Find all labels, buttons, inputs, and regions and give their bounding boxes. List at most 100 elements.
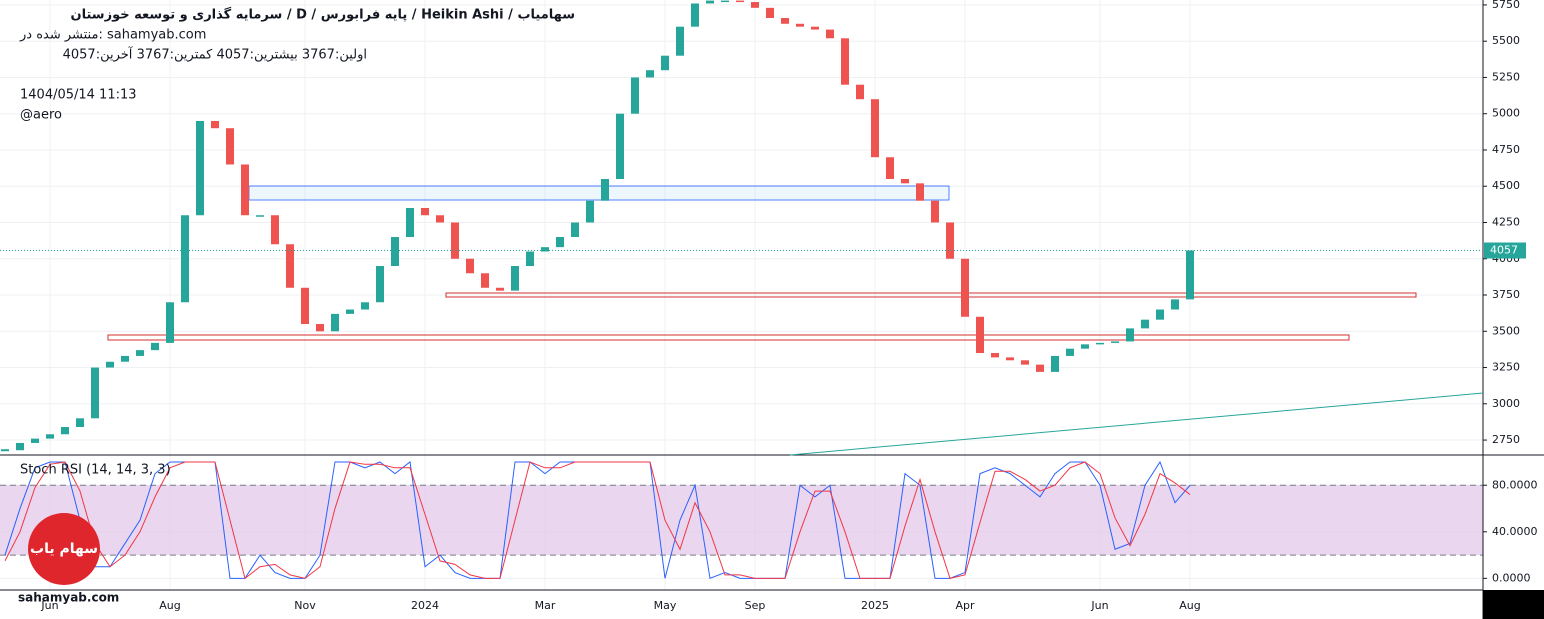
candle	[391, 237, 399, 267]
candle	[1051, 355, 1059, 372]
last-price-label: 4057	[1490, 243, 1518, 256]
x-tick-label: Jun	[1090, 599, 1108, 612]
x-tick-label: Mar	[535, 599, 556, 612]
y-tick-label: 3750	[1492, 288, 1520, 301]
candle	[226, 128, 234, 165]
datetime: 1404/05/14 11:13	[20, 88, 137, 103]
x-tick-label: Aug	[1179, 599, 1200, 612]
x-tick-label: Jun	[40, 599, 58, 612]
candle	[856, 84, 864, 100]
zone-box	[107, 334, 1350, 341]
candle	[331, 313, 339, 332]
candle	[76, 418, 84, 428]
candle	[1171, 299, 1179, 310]
candle	[46, 434, 54, 439]
candle	[706, 0, 714, 4]
candle	[436, 215, 444, 223]
band	[0, 485, 1483, 556]
candle	[151, 342, 159, 351]
candle	[286, 244, 294, 288]
candle	[511, 266, 519, 291]
candle	[556, 237, 564, 248]
candle	[796, 23, 804, 27]
logo-text: سهام یاب	[30, 541, 98, 557]
y-tick-label: 4750	[1492, 143, 1520, 156]
zone-box	[248, 185, 950, 201]
candle	[871, 99, 879, 158]
candle	[106, 361, 114, 368]
y-tick-label: 2750	[1492, 433, 1520, 446]
candle	[196, 120, 204, 216]
y-tick-label: 5000	[1492, 107, 1520, 120]
stats: اولین:3767 بیشترین:4057 کمترین:3767 آخری…	[63, 46, 367, 63]
candle	[616, 113, 624, 179]
candle	[736, 0, 744, 3]
y-tick-label: 4250	[1492, 215, 1520, 228]
candle	[136, 350, 144, 356]
y-tick-label: 5750	[1492, 0, 1520, 11]
trend-line	[789, 392, 1484, 456]
candle	[631, 77, 639, 114]
candle	[256, 215, 264, 217]
candle	[361, 302, 369, 310]
candle	[376, 266, 384, 303]
x-tick-label: 2024	[411, 599, 439, 612]
candle	[1006, 357, 1014, 361]
candle	[241, 164, 249, 216]
candle	[541, 247, 549, 252]
candle	[886, 157, 894, 179]
candle	[211, 120, 219, 129]
candle	[61, 427, 69, 435]
footer: sahamyab.com	[18, 591, 119, 605]
candle	[526, 251, 534, 267]
candle	[946, 222, 954, 259]
candle	[451, 222, 459, 259]
y-tick-label: 40.0000	[1492, 525, 1538, 538]
candle	[481, 273, 489, 288]
y-tick-label: 80.0000	[1492, 478, 1538, 491]
candle	[826, 29, 834, 39]
logo	[28, 513, 100, 585]
marks-layer	[0, 0, 1483, 580]
candle	[166, 302, 174, 343]
x-tick-label: Aug	[159, 599, 180, 612]
last-price-tag	[1484, 242, 1526, 259]
x-tick-label: Apr	[955, 599, 975, 612]
candle	[121, 355, 129, 362]
candle	[1021, 360, 1029, 365]
y-tick-label: 3000	[1492, 397, 1520, 410]
y-tick-label: 5500	[1492, 34, 1520, 47]
candle	[1096, 342, 1104, 345]
candle	[1036, 364, 1044, 372]
grid-layer	[0, 0, 1483, 590]
candle	[691, 3, 699, 27]
candle	[181, 215, 189, 303]
candle	[421, 207, 429, 216]
candle	[1186, 250, 1194, 300]
candle	[571, 222, 579, 238]
candle	[676, 26, 684, 56]
candle	[811, 26, 819, 30]
candle	[661, 55, 669, 71]
candle	[976, 316, 984, 354]
candle	[16, 442, 24, 451]
y-tick-label: 3250	[1492, 361, 1520, 374]
zone-box	[445, 292, 1417, 298]
candle	[406, 207, 414, 238]
candle	[931, 200, 939, 223]
candle	[1, 449, 9, 452]
candle	[346, 309, 354, 314]
published: منتشر شده در: sahamyab.com	[19, 28, 206, 43]
candle	[646, 70, 654, 78]
y-tick-label: 3500	[1492, 324, 1520, 337]
x-tick-label: 2025	[861, 599, 889, 612]
candle	[751, 2, 759, 8]
candle	[586, 200, 594, 223]
candle	[1156, 309, 1164, 320]
chart-title: سرمایه گذاری و توسعه خوزستان / D / پایه …	[71, 7, 575, 23]
candle	[1111, 341, 1119, 343]
x-tick-label: Sep	[745, 599, 766, 612]
candle	[496, 287, 504, 291]
